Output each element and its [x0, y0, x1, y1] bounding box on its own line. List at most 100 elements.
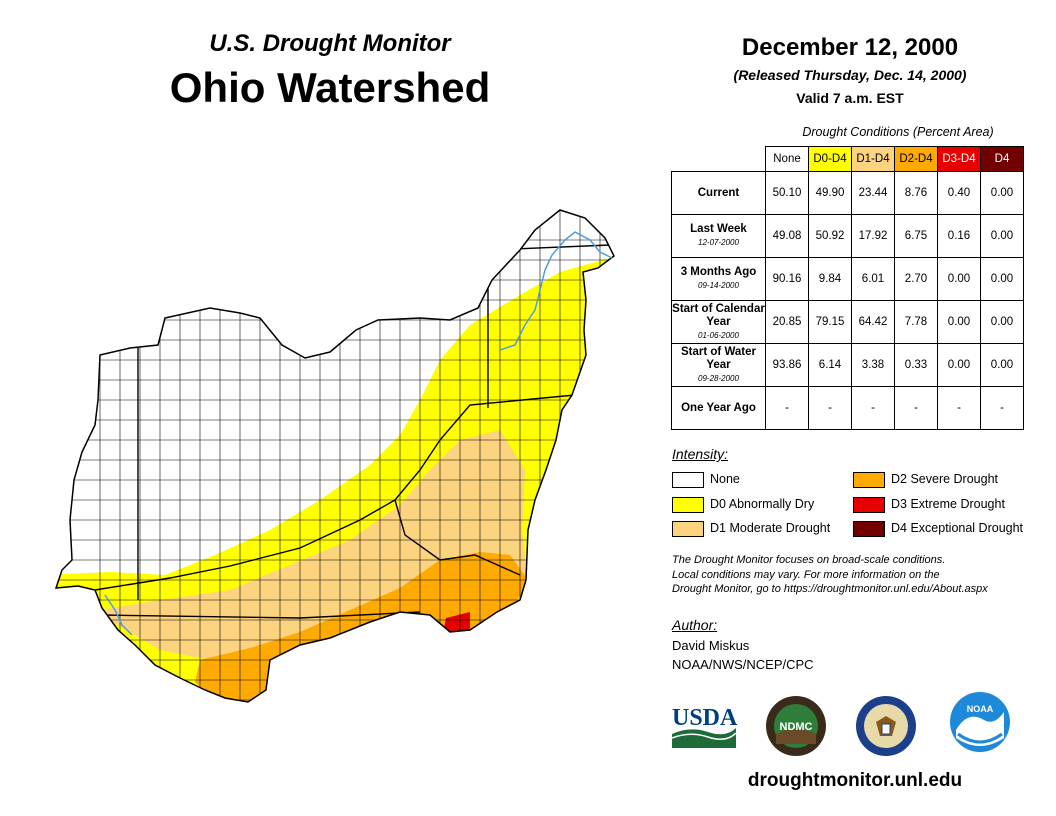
legend-swatch-d3: [853, 497, 885, 513]
state-lines: [94, 244, 611, 619]
table-corner: [671, 146, 766, 172]
table-cell: -: [765, 386, 809, 430]
table-cell: 0.33: [894, 343, 938, 387]
legend-label-none: None: [710, 472, 740, 486]
legend-label-d0: D0 Abnormally Dry: [710, 497, 815, 511]
table-cell: -: [894, 386, 938, 430]
valid-time: Valid 7 a.m. EST: [796, 90, 904, 106]
legend-swatch-d2: [853, 472, 885, 488]
noaa-icon: NOAA: [950, 692, 1010, 752]
legend-swatch-d0: [672, 497, 704, 513]
row-label-date: 09-28-2000: [698, 373, 739, 383]
row-label-date: 12-07-2000: [698, 238, 739, 247]
release-date: (Released Thursday, Dec. 14, 2000): [733, 67, 967, 83]
legend-label-d2: D2 Severe Drought: [891, 472, 999, 486]
map-subtitle: U.S. Drought Monitor: [209, 30, 451, 57]
table-cell: 0.00: [980, 214, 1024, 258]
table-cell: 20.85: [765, 300, 809, 344]
col-header-d4: D4: [980, 146, 1024, 172]
disclaimer-note: The Drought Monitor focuses on broad-sca…: [672, 553, 1052, 597]
table-cell: 2.70: [894, 257, 938, 301]
table-cell: -: [937, 386, 981, 430]
row-label: Start of Water Year 09-28-2000: [671, 343, 766, 387]
table-cell: 0.00: [980, 171, 1024, 215]
table-cell: 6.75: [894, 214, 938, 258]
row-label-text: 3 Months Ago: [680, 266, 757, 278]
table-caption: Drought Conditions (Percent Area): [802, 125, 994, 139]
table-cell: -: [980, 386, 1024, 430]
row-label-date: 09-14-2000: [698, 281, 739, 290]
table-row: Current 50.10 49.90 23.44 8.76 0.40 0.00: [671, 171, 1024, 215]
row-label-text: One Year Ago: [681, 401, 756, 414]
table-cell: 17.92: [851, 214, 895, 258]
table-cell: 0.00: [980, 343, 1024, 387]
eagle-seal-icon: [856, 696, 916, 756]
table-cell: 6.14: [808, 343, 852, 387]
note-line-1: The Drought Monitor focuses on broad-sca…: [672, 554, 946, 566]
table-cell: 0.00: [937, 257, 981, 301]
table-cell: 7.78: [894, 300, 938, 344]
table-cell: 50.10: [765, 171, 809, 215]
ndmc-logo-text: NDMC: [780, 721, 813, 733]
usda-logo: USDA: [670, 700, 738, 750]
doc-seal-logo: [854, 694, 918, 758]
row-label: 3 Months Ago 09-14-2000: [671, 257, 766, 301]
table-cell: 9.84: [808, 257, 852, 301]
website-url[interactable]: droughtmonitor.unl.edu: [747, 770, 963, 791]
row-label: Current: [671, 171, 766, 215]
table-cell: 6.01: [851, 257, 895, 301]
note-line-2: Local conditions may vary. For more info…: [672, 568, 940, 581]
table-row: 3 Months Ago 09-14-2000 90.16 9.84 6.01 2…: [671, 257, 1024, 301]
table-cell: -: [808, 386, 852, 430]
legend-swatch-d1: [672, 521, 704, 537]
table-cell: 0.00: [937, 300, 981, 344]
legend-label-d1: D1 Moderate Drought: [710, 521, 831, 535]
row-label: Last Week 12-07-2000: [671, 214, 766, 258]
col-header-d3-d4: D3-D4: [937, 146, 981, 172]
author-heading: Author:: [672, 617, 718, 633]
table-cell: 0.00: [937, 343, 981, 387]
ndmc-icon: NDMC: [766, 696, 826, 756]
col-header-d1-d4: D1-D4: [851, 146, 895, 172]
table-row: Last Week 12-07-2000 49.08 50.92 17.92 6.…: [671, 214, 1024, 258]
table-row: One Year Ago - - - - - -: [671, 386, 1024, 430]
author-name: David Miskus: [672, 638, 750, 653]
col-header-d0-d4: D0-D4: [808, 146, 852, 172]
usda-icon: USDA: [671, 705, 738, 748]
table-row: Start of Calendar Year 01-06-2000 20.85 7…: [671, 300, 1024, 344]
table-cell: 0.00: [980, 300, 1024, 344]
table-header-row: None D0-D4 D1-D4 D2-D4 D3-D4 D4: [671, 146, 1024, 172]
drought-conditions-table: None D0-D4 D1-D4 D2-D4 D3-D4 D4 Current …: [671, 146, 1024, 430]
table-cell: 93.86: [765, 343, 809, 387]
note-line-3: Drought Monitor, go to https://droughtmo…: [672, 583, 988, 595]
watershed-map: [54, 209, 615, 703]
legend-title: Intensity:: [672, 446, 729, 462]
table-cell: -: [851, 386, 895, 430]
col-header-none: None: [765, 146, 809, 172]
ndmc-logo: NDMC: [764, 694, 828, 758]
legend-swatch-none: [672, 472, 704, 488]
map-title: Ohio Watershed: [169, 64, 491, 111]
legend-swatch-d4: [853, 521, 885, 537]
table-cell: 90.16: [765, 257, 809, 301]
usda-logo-text: USDA: [672, 705, 738, 731]
table-cell: 3.38: [851, 343, 895, 387]
table-cell: 23.44: [851, 171, 895, 215]
table-cell: 79.15: [808, 300, 852, 344]
row-label-text: Start of Calendar Year: [672, 302, 765, 328]
row-label-date: 01-06-2000: [698, 330, 739, 340]
legend-label-d3: D3 Extreme Drought: [891, 497, 1005, 511]
table-cell: 8.76: [894, 171, 938, 215]
table-cell: 0.00: [980, 257, 1024, 301]
table-cell: 49.08: [765, 214, 809, 258]
row-label-text: Current: [697, 186, 740, 199]
table-cell: 50.92: [808, 214, 852, 258]
legend-label-d4: D4 Exceptional Drought: [891, 521, 1024, 535]
noaa-logo-text: NOAA: [967, 704, 994, 714]
watershed-outline: [54, 209, 615, 703]
table-cell: 0.40: [937, 171, 981, 215]
noaa-logo: NOAA: [948, 690, 1012, 754]
table-cell: 0.16: [937, 214, 981, 258]
row-label-text: Last Week: [690, 223, 747, 235]
col-header-d2-d4: D2-D4: [894, 146, 938, 172]
